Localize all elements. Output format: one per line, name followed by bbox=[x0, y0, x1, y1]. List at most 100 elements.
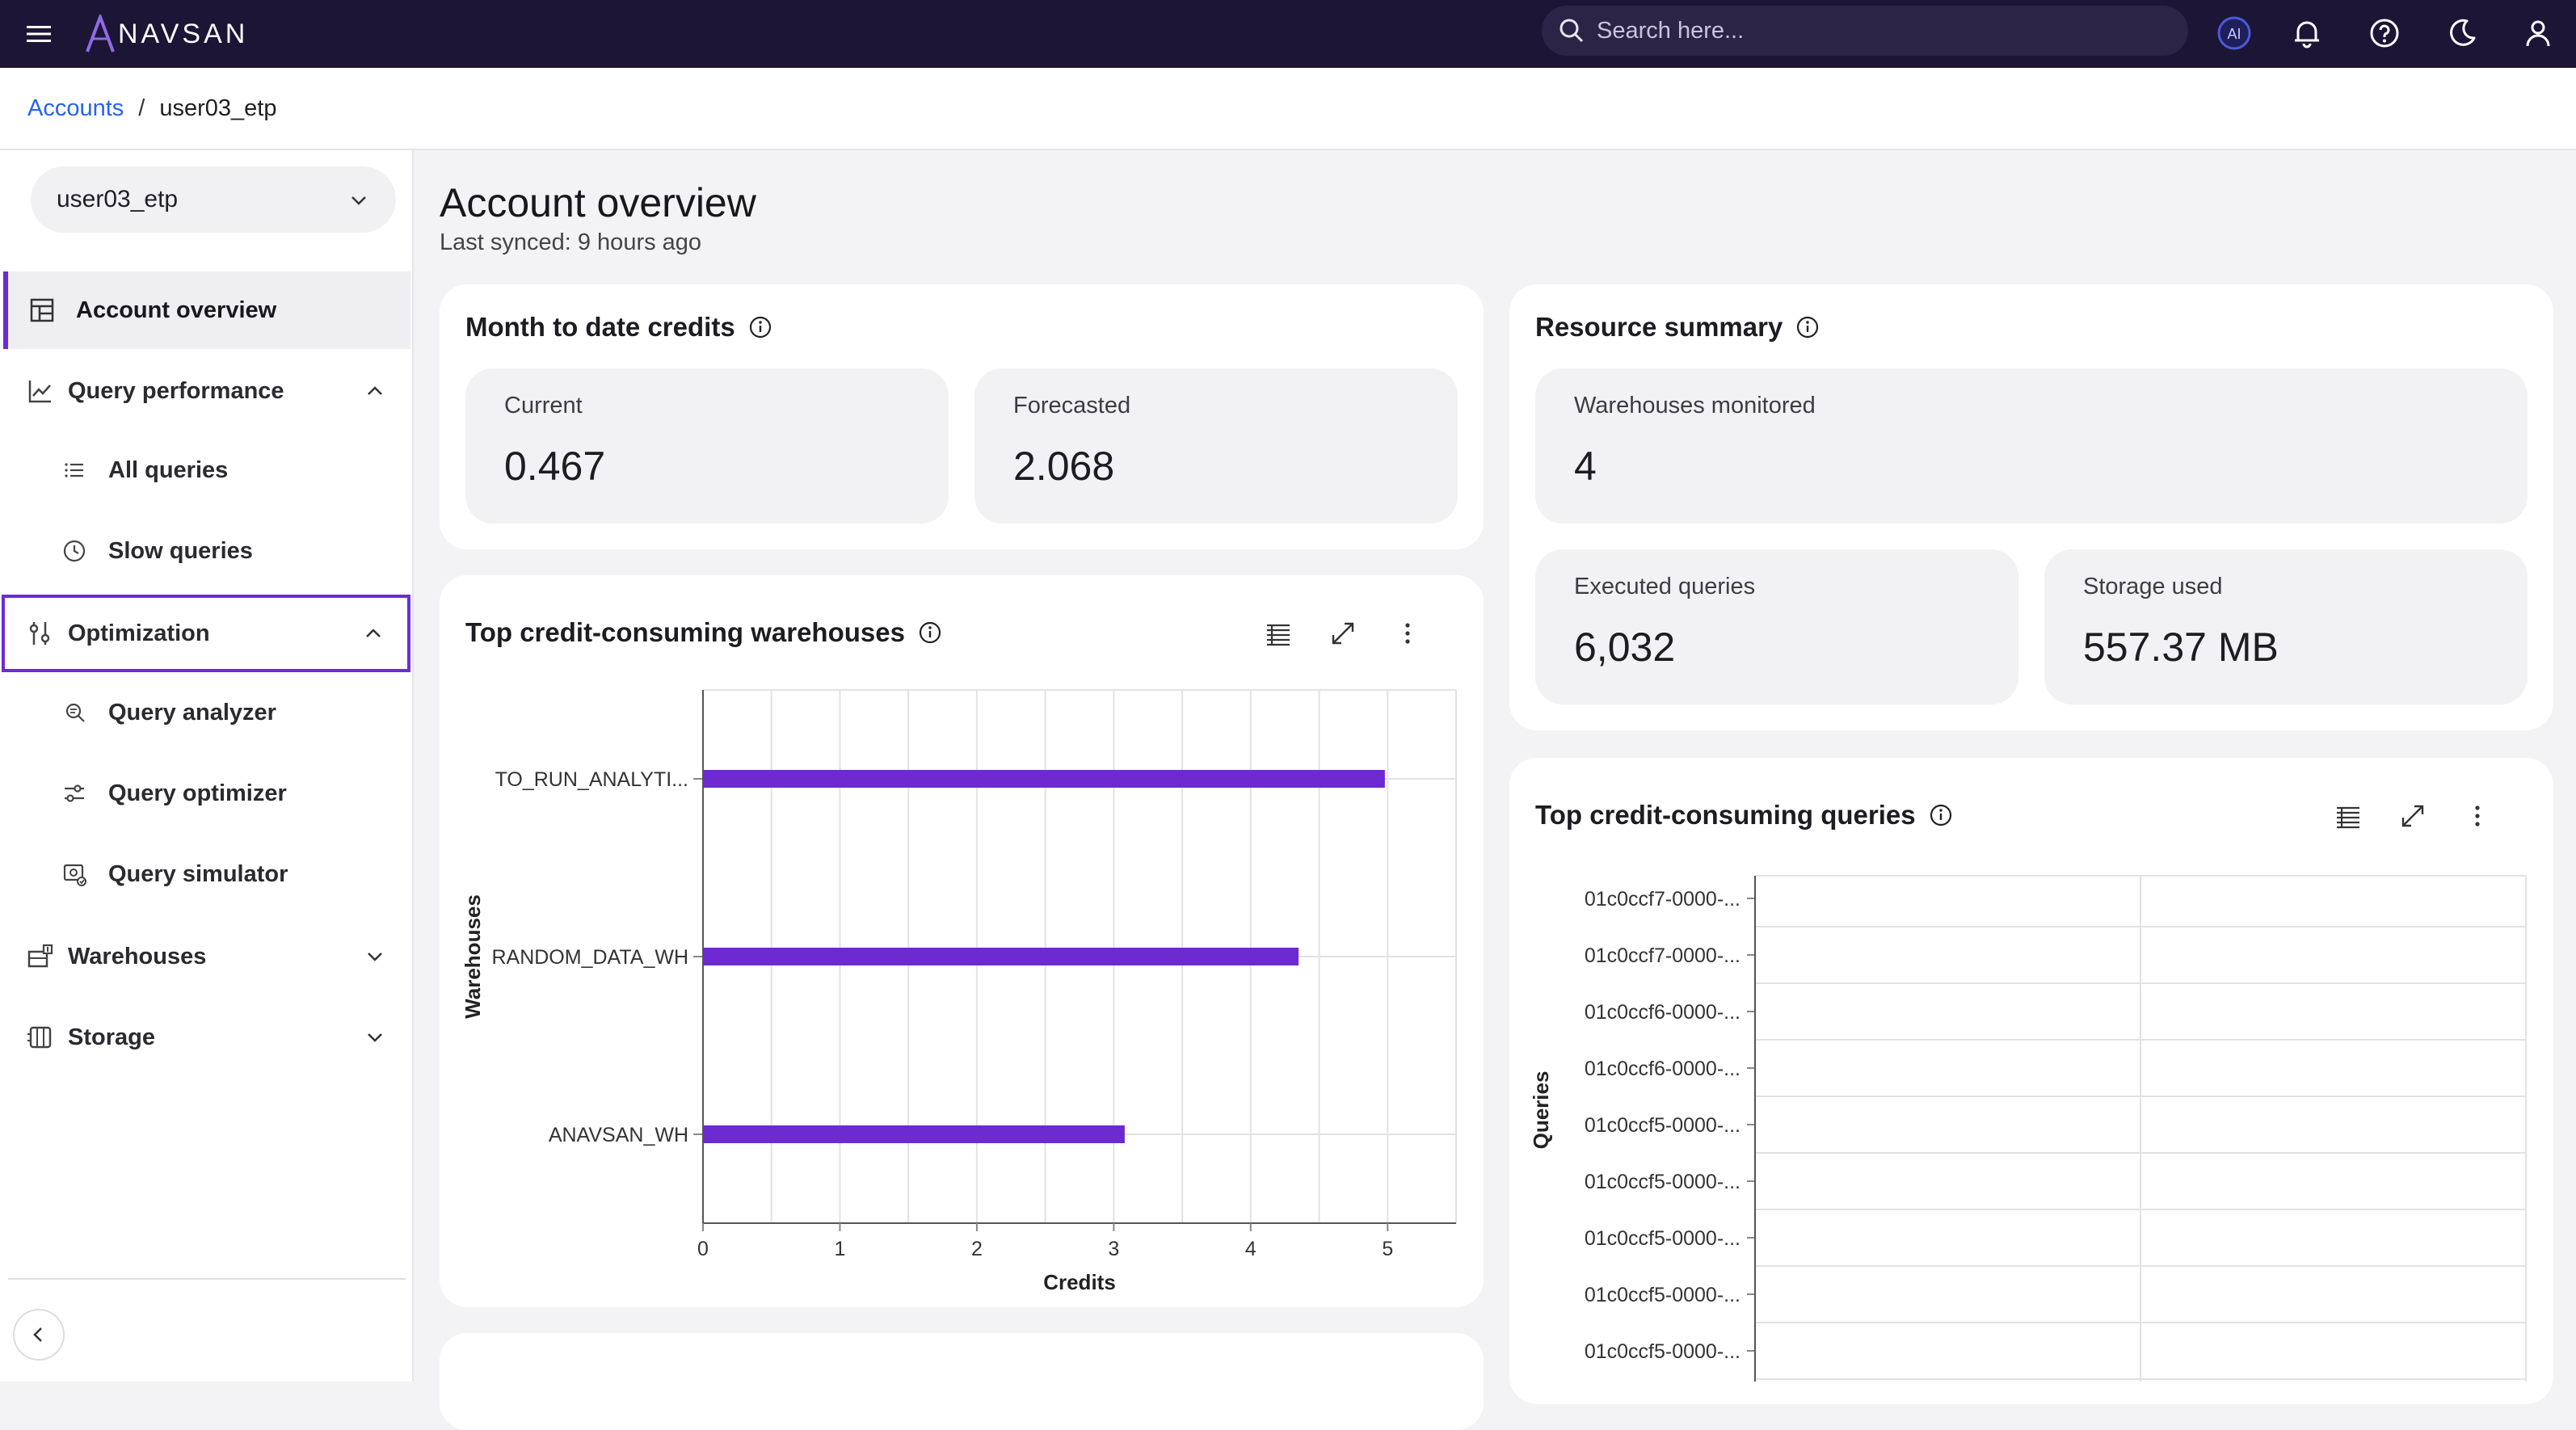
expand-icon[interactable] bbox=[1327, 617, 1359, 650]
breadcrumb-accounts-link[interactable]: Accounts bbox=[27, 95, 124, 121]
info-icon[interactable] bbox=[918, 620, 942, 645]
notifications-icon[interactable] bbox=[2288, 15, 2326, 52]
sidebar-item-storage[interactable]: Storage bbox=[3, 999, 410, 1076]
warehouses-chart-title: Top credit-consuming warehouses bbox=[465, 617, 905, 647]
menu-icon[interactable] bbox=[24, 19, 53, 48]
clock-icon bbox=[63, 540, 86, 562]
y-tick-label: 01c0ccf5-0000-... bbox=[1585, 1114, 1740, 1137]
sidebar-item-warehouses[interactable]: Warehouses bbox=[3, 918, 410, 995]
bottom-card-partial bbox=[440, 1333, 1484, 1430]
card-title: Top credit-consuming queries bbox=[1535, 800, 1953, 831]
sidebar-item-query-simulator[interactable]: Query simulator bbox=[3, 835, 410, 913]
table-view-icon[interactable] bbox=[1262, 617, 1294, 650]
info-icon[interactable] bbox=[1795, 315, 1820, 339]
y-tick-label: TO_RUN_ANALYTI... bbox=[495, 768, 688, 791]
brand-name: NAVSAN bbox=[118, 18, 249, 49]
chevron-down-icon bbox=[368, 953, 382, 961]
queries-chart-title: Top credit-consuming queries bbox=[1535, 800, 1916, 830]
y-tick-label: 01c0ccf6-0000-... bbox=[1585, 1001, 1740, 1024]
stat-label: Storage used bbox=[2083, 574, 2223, 599]
stat-value: 2.068 bbox=[1013, 444, 1115, 489]
warehouse-icon bbox=[27, 944, 53, 968]
breadcrumb-current: user03_etp bbox=[159, 95, 277, 121]
sidebar-item-label: Slow queries bbox=[108, 537, 253, 564]
resource-card-title: Resource summary bbox=[1535, 312, 1783, 342]
dark-mode-icon[interactable] bbox=[2443, 15, 2481, 52]
account-select[interactable]: user03_etp bbox=[31, 166, 396, 233]
sidebar-item-label: Optimization bbox=[68, 620, 210, 646]
last-synced-text: Last synced: 9 hours ago bbox=[440, 229, 702, 255]
stat-value: 4 bbox=[1574, 444, 1597, 489]
bar bbox=[703, 770, 1385, 788]
sidebar-item-optimization[interactable]: Optimization bbox=[2, 595, 410, 672]
chevron-left-icon bbox=[33, 1327, 42, 1342]
x-tick-label: 1 bbox=[835, 1238, 846, 1260]
more-options-icon[interactable] bbox=[2461, 800, 2494, 832]
chart-toolbar bbox=[1262, 617, 1424, 650]
chevron-up-icon bbox=[366, 629, 381, 637]
ai-label: AI bbox=[2227, 26, 2241, 42]
sidebar-item-all-queries[interactable]: All queries bbox=[3, 431, 410, 509]
breadcrumb-separator: / bbox=[138, 95, 145, 121]
chevron-up-icon bbox=[368, 386, 382, 395]
chart-line-icon bbox=[28, 381, 51, 403]
simulator-icon bbox=[63, 864, 86, 886]
x-tick-label: 2 bbox=[971, 1238, 983, 1260]
expand-icon[interactable] bbox=[2397, 800, 2429, 832]
info-icon[interactable] bbox=[1929, 803, 1953, 827]
search-input[interactable] bbox=[1597, 17, 2146, 44]
warehouses-monitored-stat: Warehouses monitored 4 bbox=[1535, 368, 2528, 524]
sidebar-item-label: Query performance bbox=[68, 377, 284, 404]
sidebar-item-account-overview[interactable]: Account overview bbox=[3, 271, 410, 349]
search-bar[interactable] bbox=[1542, 6, 2188, 56]
credits-card-title: Month to date credits bbox=[465, 312, 735, 342]
chart-toolbar bbox=[2332, 800, 2494, 832]
y-axis-label: Queries bbox=[1529, 1071, 1553, 1150]
y-axis-label: Warehouses bbox=[461, 894, 485, 1019]
dashboard-icon bbox=[30, 298, 54, 322]
top-warehouses-card: Top credit-consuming warehouses TO_RUN_A… bbox=[440, 575, 1484, 1307]
queries-bar-chart: 01c0ccf7-0000-... 01c0ccf7-0000-... 01c0cc… bbox=[1529, 875, 2527, 1382]
y-tick-label: 01c0ccf5-0000-... bbox=[1585, 1227, 1740, 1250]
info-icon[interactable] bbox=[748, 315, 772, 339]
magnify-doc-icon bbox=[65, 703, 85, 722]
x-tick-label: 0 bbox=[697, 1238, 709, 1260]
collapse-sidebar-button[interactable] bbox=[13, 1309, 65, 1361]
card-title: Resource summary bbox=[1535, 312, 1820, 343]
sidebar-item-label: Warehouses bbox=[68, 943, 207, 969]
card-title: Month to date credits bbox=[465, 312, 772, 343]
more-options-icon[interactable] bbox=[1391, 617, 1424, 650]
y-tick-label: 01c0ccf7-0000-... bbox=[1585, 944, 1740, 967]
y-tick-label: 01c0ccf5-0000-... bbox=[1585, 1171, 1740, 1193]
help-icon[interactable] bbox=[2366, 15, 2403, 52]
sidebar-item-label: Query optimizer bbox=[108, 780, 287, 806]
bar bbox=[703, 1125, 1125, 1143]
y-tick-label: 01c0ccf7-0000-... bbox=[1585, 888, 1740, 911]
sidebar-item-query-optimizer[interactable]: Query optimizer bbox=[3, 755, 410, 832]
current-credits-stat: Current 0.467 bbox=[465, 368, 949, 524]
sidebar-item-label: Query analyzer bbox=[108, 699, 276, 726]
stat-label: Current bbox=[504, 393, 583, 418]
user-profile-icon[interactable] bbox=[2519, 15, 2557, 52]
sidebar-item-label: Query simulator bbox=[108, 860, 288, 887]
brand-logo[interactable]: NAVSAN bbox=[84, 11, 248, 57]
page-title: Account overview bbox=[440, 180, 756, 225]
top-queries-card: Top credit-consuming queries 01c0ccf7-00… bbox=[1509, 758, 2553, 1404]
sidebar-item-query-performance[interactable]: Query performance bbox=[3, 352, 410, 430]
storage-icon bbox=[27, 1026, 52, 1049]
account-select-value: user03_etp bbox=[57, 186, 179, 212]
ai-assistant-button[interactable]: AI bbox=[2216, 15, 2253, 52]
stat-label: Forecasted bbox=[1013, 393, 1131, 418]
y-tick-label: RANDOM_DATA_WH bbox=[491, 946, 688, 969]
sidebar-item-label: All queries bbox=[108, 456, 229, 483]
stat-value: 6,032 bbox=[1574, 625, 1676, 670]
sidebar-item-slow-queries[interactable]: Slow queries bbox=[3, 512, 410, 590]
x-tick-label: 3 bbox=[1108, 1238, 1119, 1260]
x-tick-label: 4 bbox=[1245, 1238, 1256, 1260]
tune-icon bbox=[65, 784, 84, 802]
warehouses-bar-chart: TO_RUN_ANALYTI... RANDOM_DATA_WH ANAVSAN_W… bbox=[461, 689, 1457, 1294]
top-bar: NAVSAN AI bbox=[0, 0, 2576, 68]
y-tick-label: 01c0ccf6-0000-... bbox=[1585, 1058, 1740, 1080]
table-view-icon[interactable] bbox=[2332, 800, 2364, 832]
sidebar-item-query-analyzer[interactable]: Query analyzer bbox=[3, 674, 410, 751]
